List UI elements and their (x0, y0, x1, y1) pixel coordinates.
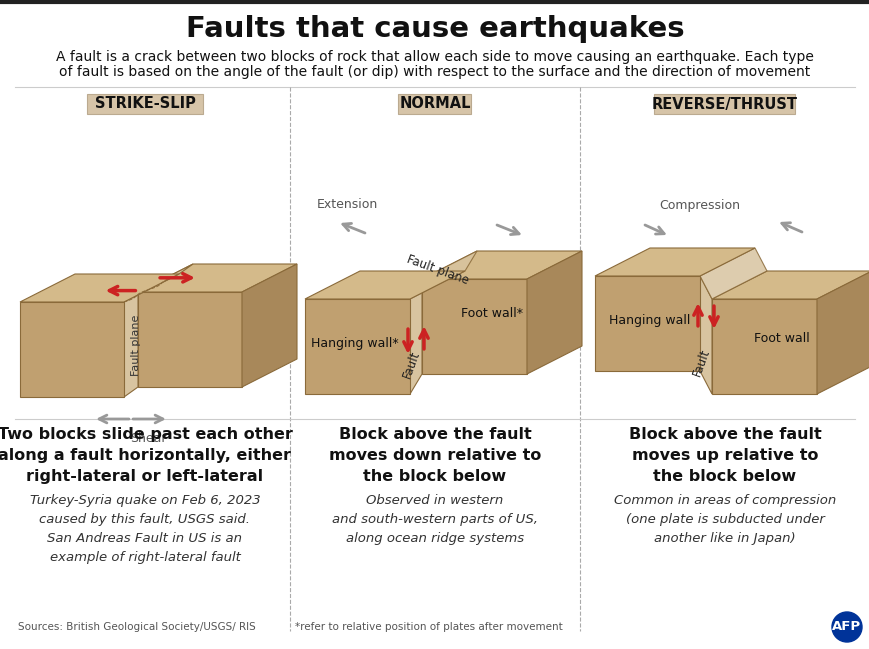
Text: Foot wall: Foot wall (753, 332, 809, 345)
Polygon shape (816, 271, 869, 394)
Text: A fault is a crack between two blocks of rock that allow each side to move causi: A fault is a crack between two blocks of… (56, 50, 813, 64)
Polygon shape (305, 299, 409, 394)
Text: Block above the fault
moves up relative to
the block below: Block above the fault moves up relative … (628, 427, 820, 484)
Polygon shape (711, 271, 869, 299)
Text: of fault is based on the angle of the fault (or dip) with respect to the surface: of fault is based on the angle of the fa… (59, 65, 810, 79)
Text: Fault: Fault (400, 349, 421, 380)
Text: NORMAL: NORMAL (399, 97, 470, 112)
Text: Hanging wall*: Hanging wall* (311, 337, 398, 350)
Polygon shape (409, 251, 476, 299)
Text: Fault: Fault (689, 347, 711, 378)
Text: Foot wall*: Foot wall* (461, 308, 522, 321)
Text: Sources: British Geological Society/USGS/ RIS: Sources: British Geological Society/USGS… (18, 622, 255, 632)
Polygon shape (594, 248, 754, 276)
Polygon shape (138, 264, 296, 292)
Text: *refer to relative position of plates after movement: *refer to relative position of plates af… (295, 622, 562, 632)
Circle shape (831, 612, 861, 642)
Text: Hanging wall: Hanging wall (608, 315, 690, 328)
Text: Compression: Compression (659, 199, 740, 212)
Polygon shape (527, 251, 581, 374)
Text: Extension: Extension (316, 198, 377, 211)
Polygon shape (409, 279, 421, 394)
Text: Shear: Shear (129, 432, 166, 445)
FancyBboxPatch shape (87, 94, 202, 114)
Polygon shape (700, 276, 711, 394)
Polygon shape (421, 279, 527, 374)
Text: AFP: AFP (832, 620, 860, 633)
Text: Observed in western
and south-western parts of US,
along ocean ridge systems: Observed in western and south-western pa… (332, 494, 537, 545)
Polygon shape (305, 271, 464, 299)
Polygon shape (124, 292, 138, 397)
Polygon shape (421, 251, 581, 279)
Text: Common in areas of compression
(one plate is subducted under
another like in Jap: Common in areas of compression (one plat… (614, 494, 835, 545)
Text: Faults that cause earthquakes: Faults that cause earthquakes (185, 15, 684, 43)
Polygon shape (242, 264, 296, 387)
Polygon shape (20, 302, 124, 397)
Polygon shape (594, 276, 700, 371)
Polygon shape (124, 264, 193, 302)
Polygon shape (700, 248, 766, 299)
Text: Fault plane: Fault plane (131, 314, 141, 376)
Text: REVERSE/THRUST: REVERSE/THRUST (651, 97, 797, 112)
Text: Block above the fault
moves down relative to
the block below: Block above the fault moves down relativ… (328, 427, 541, 484)
Polygon shape (20, 274, 179, 302)
Text: Turkey-Syria quake on Feb 6, 2023
caused by this fault, USGS said.
San Andreas F: Turkey-Syria quake on Feb 6, 2023 caused… (30, 494, 260, 564)
Text: STRIKE-SLIP: STRIKE-SLIP (95, 97, 196, 112)
Text: Two blocks slide past each other
along a fault horizontally, either
right-latera: Two blocks slide past each other along a… (0, 427, 292, 484)
Polygon shape (138, 292, 242, 387)
FancyBboxPatch shape (653, 94, 794, 114)
Text: Fault plane: Fault plane (405, 252, 470, 287)
FancyBboxPatch shape (398, 94, 471, 114)
Polygon shape (711, 299, 816, 394)
